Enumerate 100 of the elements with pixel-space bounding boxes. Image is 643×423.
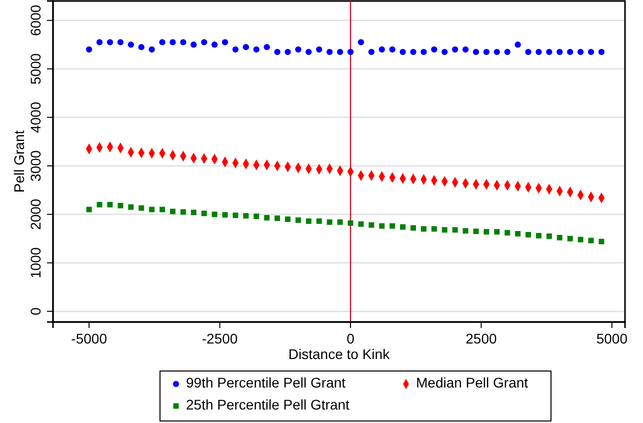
- point: [556, 48, 563, 55]
- point: [378, 46, 385, 53]
- point: [546, 48, 552, 55]
- point: [567, 48, 574, 55]
- point: [285, 216, 290, 222]
- point: [494, 48, 500, 55]
- point: [410, 48, 416, 55]
- point: [149, 206, 155, 212]
- point: [170, 208, 176, 214]
- point: [96, 39, 103, 46]
- point: [170, 39, 176, 46]
- point: [284, 48, 291, 55]
- point: [389, 46, 396, 53]
- point: [316, 46, 322, 53]
- point: [254, 214, 260, 220]
- point: [212, 212, 218, 218]
- point: [264, 44, 270, 50]
- point: [546, 233, 552, 239]
- point: [316, 218, 322, 224]
- point: [536, 48, 542, 55]
- point: [190, 42, 197, 48]
- point: [431, 226, 437, 232]
- point: [201, 39, 208, 46]
- point: [567, 236, 573, 242]
- point: [180, 39, 186, 46]
- point: [264, 215, 270, 220]
- point: [138, 44, 144, 50]
- point: [484, 229, 490, 235]
- point: [400, 48, 406, 55]
- point: [462, 228, 468, 234]
- point: [86, 46, 92, 53]
- point: [598, 48, 605, 55]
- point: [106, 39, 114, 46]
- point: [379, 223, 385, 229]
- y-tick-label: 0: [28, 307, 44, 316]
- y-axis-title: Pell Grant: [11, 130, 27, 193]
- y-tick-label: 5000: [28, 53, 44, 84]
- point: [515, 231, 521, 236]
- point: [107, 202, 113, 208]
- point: [368, 48, 375, 55]
- x-tick-label: 2500: [466, 330, 497, 347]
- point: [525, 48, 532, 55]
- point: [243, 213, 249, 219]
- point: [326, 48, 333, 55]
- point: [473, 228, 479, 234]
- point: [336, 48, 344, 55]
- point: [347, 48, 354, 55]
- point: [138, 205, 144, 211]
- point: [190, 210, 196, 216]
- point: [598, 238, 604, 244]
- point: [295, 217, 301, 223]
- point: [337, 219, 343, 225]
- point: [306, 218, 312, 224]
- legend-label: Median Pell Grant: [416, 374, 528, 391]
- point: [577, 48, 584, 55]
- y-tick-label: 4000: [28, 102, 44, 133]
- point: [306, 48, 312, 55]
- point: [390, 223, 396, 229]
- point: [118, 202, 124, 208]
- point: [452, 46, 458, 53]
- y-tick-label: 3000: [28, 150, 44, 182]
- point: [472, 48, 480, 55]
- point: [180, 209, 186, 215]
- point: [536, 232, 542, 238]
- point: [358, 39, 364, 46]
- point: [420, 48, 427, 55]
- point: [96, 202, 102, 208]
- point: [368, 222, 374, 228]
- y-tick-label: 2000: [28, 198, 44, 230]
- point: [242, 44, 250, 50]
- point: [211, 42, 218, 48]
- point: [160, 206, 166, 212]
- point: [222, 212, 228, 218]
- point: [348, 220, 354, 226]
- point: [128, 42, 134, 48]
- x-axis-title: Distance to Kink: [288, 346, 391, 362]
- point: [232, 46, 239, 53]
- point: [578, 236, 584, 242]
- x-tick-label: 0: [346, 330, 355, 347]
- point: [295, 46, 302, 53]
- point: [504, 230, 510, 236]
- point: [86, 206, 92, 212]
- point: [494, 229, 500, 235]
- x-tick-label: 5000: [596, 330, 628, 347]
- point: [588, 238, 594, 244]
- point: [232, 212, 238, 218]
- x-tick-label: -2500: [202, 330, 238, 347]
- y-tick-label: 6000: [28, 4, 44, 36]
- x-tick-label: -5000: [71, 330, 108, 347]
- point: [514, 42, 521, 48]
- point: [326, 219, 332, 225]
- point: [504, 48, 510, 55]
- legend-label: 25th Percentile Pell Gtrant: [186, 396, 350, 413]
- point: [442, 48, 448, 55]
- point: [452, 227, 458, 233]
- point: [588, 48, 594, 55]
- point: [526, 232, 532, 238]
- point: [148, 46, 155, 53]
- y-tick-label: 1000: [28, 247, 44, 278]
- point: [420, 226, 426, 232]
